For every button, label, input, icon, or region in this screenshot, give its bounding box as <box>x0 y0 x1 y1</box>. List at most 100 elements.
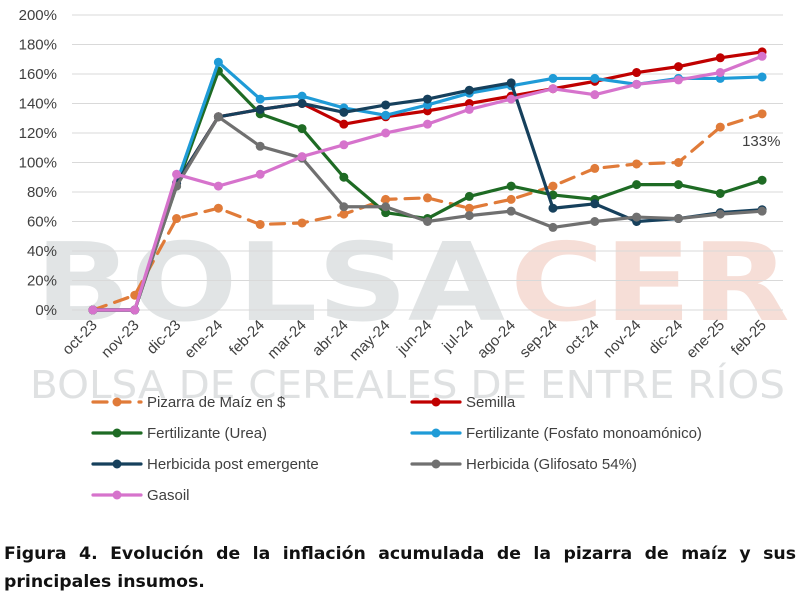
data-point <box>255 219 265 229</box>
annotation-label: 133% <box>742 133 780 150</box>
y-axis-ticks: 0% 20% 40% 60% 80% 100% 120% 140% 160% 180% 200% <box>19 7 57 319</box>
data-point <box>130 305 140 315</box>
data-point <box>632 79 642 89</box>
data-point <box>464 203 474 213</box>
data-point <box>715 209 725 219</box>
data-point <box>757 51 767 61</box>
data-point <box>673 180 683 190</box>
data-point <box>632 159 642 169</box>
data-point <box>381 194 391 204</box>
legend-item: Herbicida post emergente <box>91 456 319 473</box>
data-point <box>590 217 600 226</box>
data-point <box>632 212 642 222</box>
data-point <box>590 73 600 83</box>
data-point <box>506 94 516 104</box>
chart-series <box>88 47 767 315</box>
y-tick-label: 160% <box>19 66 57 83</box>
data-point <box>255 141 265 151</box>
legend-marker <box>112 459 122 469</box>
data-point <box>548 203 558 213</box>
data-point <box>506 194 516 204</box>
chart-gridlines <box>72 14 783 311</box>
data-point <box>590 90 600 100</box>
data-point <box>590 199 600 209</box>
data-point <box>88 305 98 315</box>
data-point <box>464 211 474 221</box>
data-point <box>464 191 474 201</box>
legend-item: Semilla <box>410 394 516 411</box>
watermark: BOLSA CER BOLSA DE CEREALES DE ENTRE RÍO… <box>30 221 790 407</box>
data-point <box>297 152 307 162</box>
data-point <box>548 222 558 232</box>
data-point <box>757 72 767 82</box>
legend-marker <box>112 490 122 500</box>
data-point <box>339 107 349 117</box>
data-point <box>297 218 307 228</box>
y-tick-label: 80% <box>27 184 57 201</box>
data-point <box>381 100 391 110</box>
data-point <box>339 209 349 219</box>
data-point <box>715 53 725 63</box>
data-point <box>423 193 432 203</box>
data-point <box>172 169 182 179</box>
data-point <box>548 84 558 94</box>
legend-label: Herbicida (Glifosato 54%) <box>466 456 637 473</box>
data-point <box>464 104 474 114</box>
data-point <box>673 75 683 85</box>
figure-caption: Figura 4. Evolución de la inflación acum… <box>4 544 796 592</box>
data-point <box>632 68 642 78</box>
data-point <box>213 203 223 213</box>
data-point <box>673 158 683 167</box>
legend-item: Gasoil <box>91 487 190 504</box>
legend-item: Herbicida (Glifosato 54%) <box>410 456 637 473</box>
data-point <box>548 181 558 191</box>
data-point <box>506 181 516 191</box>
data-point <box>172 214 182 224</box>
data-point <box>757 206 767 216</box>
data-point <box>255 104 265 114</box>
data-point <box>590 163 600 173</box>
y-tick-label: 140% <box>19 96 57 113</box>
legend-label: Fertilizante (Urea) <box>147 425 267 442</box>
data-point <box>255 94 265 104</box>
y-tick-label: 0% <box>35 302 57 319</box>
data-point <box>213 181 223 191</box>
legend-label: Pizarra de Maíz en $ <box>147 394 286 411</box>
y-tick-label: 100% <box>19 155 57 172</box>
legend-marker <box>431 397 441 407</box>
y-tick-label: 60% <box>27 214 57 231</box>
legend-label: Semilla <box>466 394 516 411</box>
data-point <box>339 140 349 150</box>
data-point <box>423 94 432 104</box>
data-point <box>213 112 223 122</box>
data-point <box>423 217 432 226</box>
legend-item: Fertilizante (Urea) <box>91 425 267 442</box>
y-tick-label: 120% <box>19 125 57 142</box>
data-point <box>757 175 767 185</box>
data-point <box>715 68 725 78</box>
data-point <box>715 188 725 198</box>
data-point <box>506 78 516 88</box>
data-point <box>255 169 265 179</box>
series-0 <box>88 109 767 315</box>
data-point <box>464 85 474 95</box>
data-point <box>548 73 558 83</box>
data-point <box>297 99 307 108</box>
data-point <box>381 128 391 138</box>
y-tick-label: 180% <box>19 37 57 54</box>
chart-legend: Pizarra de Maíz en $ Semilla Fertilizante … <box>91 394 702 504</box>
data-point <box>381 110 391 120</box>
data-point <box>339 172 349 182</box>
legend-label: Gasoil <box>147 487 190 504</box>
y-tick-label: 20% <box>27 273 57 290</box>
legend-item: Fertilizante (Fosfato monoamónico) <box>410 425 702 442</box>
legend-marker <box>112 428 122 438</box>
data-point <box>297 91 307 101</box>
legend-marker <box>112 397 122 407</box>
data-point <box>297 124 307 134</box>
watermark-main-left: BOLSA <box>35 221 505 346</box>
series-6 <box>88 51 767 315</box>
data-point <box>673 62 683 72</box>
data-point <box>715 122 725 132</box>
data-point <box>506 206 516 216</box>
